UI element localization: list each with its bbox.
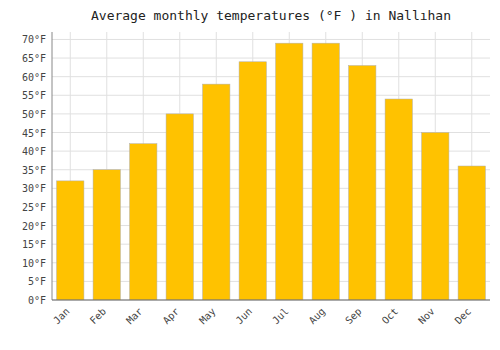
- bar: [239, 62, 266, 300]
- y-tick-label: 60°F: [22, 72, 46, 83]
- y-tick-label: 35°F: [22, 165, 46, 176]
- bar: [349, 66, 376, 301]
- y-grid-line: [52, 76, 490, 77]
- bar: [276, 43, 303, 300]
- y-tick-label: 45°F: [22, 128, 46, 139]
- x-tick-label: Dec: [453, 306, 474, 327]
- x-tick-label: Jun: [234, 306, 255, 327]
- x-tick-label: Sep: [343, 306, 364, 327]
- y-tick-label: 10°F: [22, 258, 46, 269]
- y-tick-label: 50°F: [22, 109, 46, 120]
- y-grid-line: [52, 58, 490, 59]
- x-tick-label: May: [197, 306, 218, 327]
- bar: [422, 133, 449, 301]
- bar: [312, 43, 339, 300]
- x-tick-label: Apr: [161, 306, 182, 327]
- bar: [458, 166, 485, 300]
- bar: [57, 181, 84, 300]
- y-tick-label: 0°F: [28, 295, 46, 306]
- x-tick-label: Jul: [270, 306, 291, 327]
- x-tick-label: Feb: [88, 306, 109, 327]
- y-tick-label: 65°F: [22, 53, 46, 64]
- grid: [52, 32, 490, 300]
- y-tick-label: 55°F: [22, 90, 46, 101]
- y-grid-line: [52, 300, 490, 301]
- y-grid-line: [52, 113, 490, 114]
- y-tick-label: 30°F: [22, 183, 46, 194]
- x-tick-label: Nov: [416, 306, 437, 327]
- y-tick-label: 25°F: [22, 202, 46, 213]
- title: Average monthly temperatures (°F ) in Na…: [91, 8, 451, 23]
- x-tick-label: Aug: [307, 306, 328, 327]
- bar: [93, 170, 120, 300]
- bar: [203, 84, 230, 300]
- x-tick-label: Oct: [380, 306, 401, 327]
- x-tick-label: Mar: [124, 306, 145, 327]
- bar: [166, 114, 193, 300]
- y-tick-label: 20°F: [22, 221, 46, 232]
- bar: [385, 99, 412, 300]
- y-tick-label: 40°F: [22, 146, 46, 157]
- x-tick-label: Jan: [51, 306, 72, 327]
- chart: Average monthly temperatures (°F ) in Na…: [0, 0, 500, 350]
- y-grid-line: [52, 39, 490, 40]
- y-tick-label: 70°F: [22, 34, 46, 45]
- bar: [130, 144, 157, 300]
- y-grid-line: [52, 95, 490, 96]
- bars: [57, 43, 486, 300]
- y-axis-line: [52, 32, 53, 300]
- y-tick-label: 5°F: [28, 276, 46, 287]
- y-tick-label: 15°F: [22, 239, 46, 250]
- x-axis-line: [52, 300, 490, 301]
